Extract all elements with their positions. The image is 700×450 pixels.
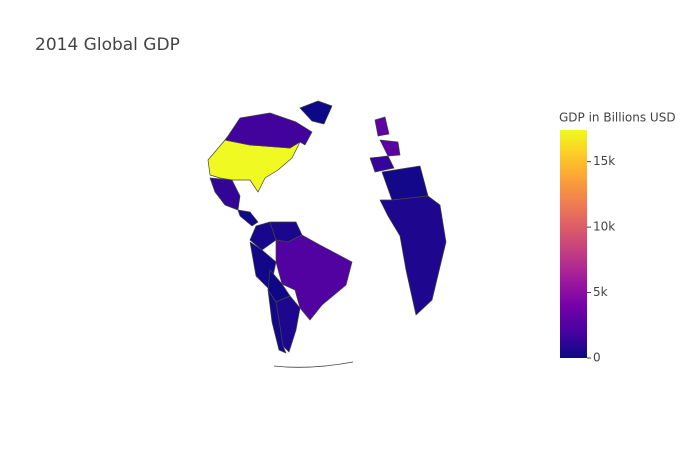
colorbar-tick-label: 5k (593, 285, 608, 299)
country[interactable] (374, 116, 390, 137)
coastline (273, 361, 354, 368)
globe (207, 100, 447, 368)
colorbar-tick-label: 0 (593, 351, 601, 365)
colorbar-title: GDP in Billions USD (559, 111, 676, 125)
chart-title: 2014 Global GDP (35, 35, 180, 55)
country[interactable] (299, 100, 333, 125)
country[interactable] (237, 209, 259, 227)
country[interactable] (249, 221, 277, 251)
colorbar (560, 130, 587, 358)
country[interactable] (381, 165, 429, 201)
country[interactable] (379, 195, 447, 316)
country[interactable] (267, 289, 287, 354)
country[interactable] (379, 139, 401, 157)
country[interactable] (369, 155, 395, 173)
country[interactable] (224, 112, 313, 149)
colorbar-tick-label: 10k (593, 220, 615, 234)
colorbar-tick-label: 15k (593, 154, 615, 168)
country[interactable] (209, 177, 241, 211)
